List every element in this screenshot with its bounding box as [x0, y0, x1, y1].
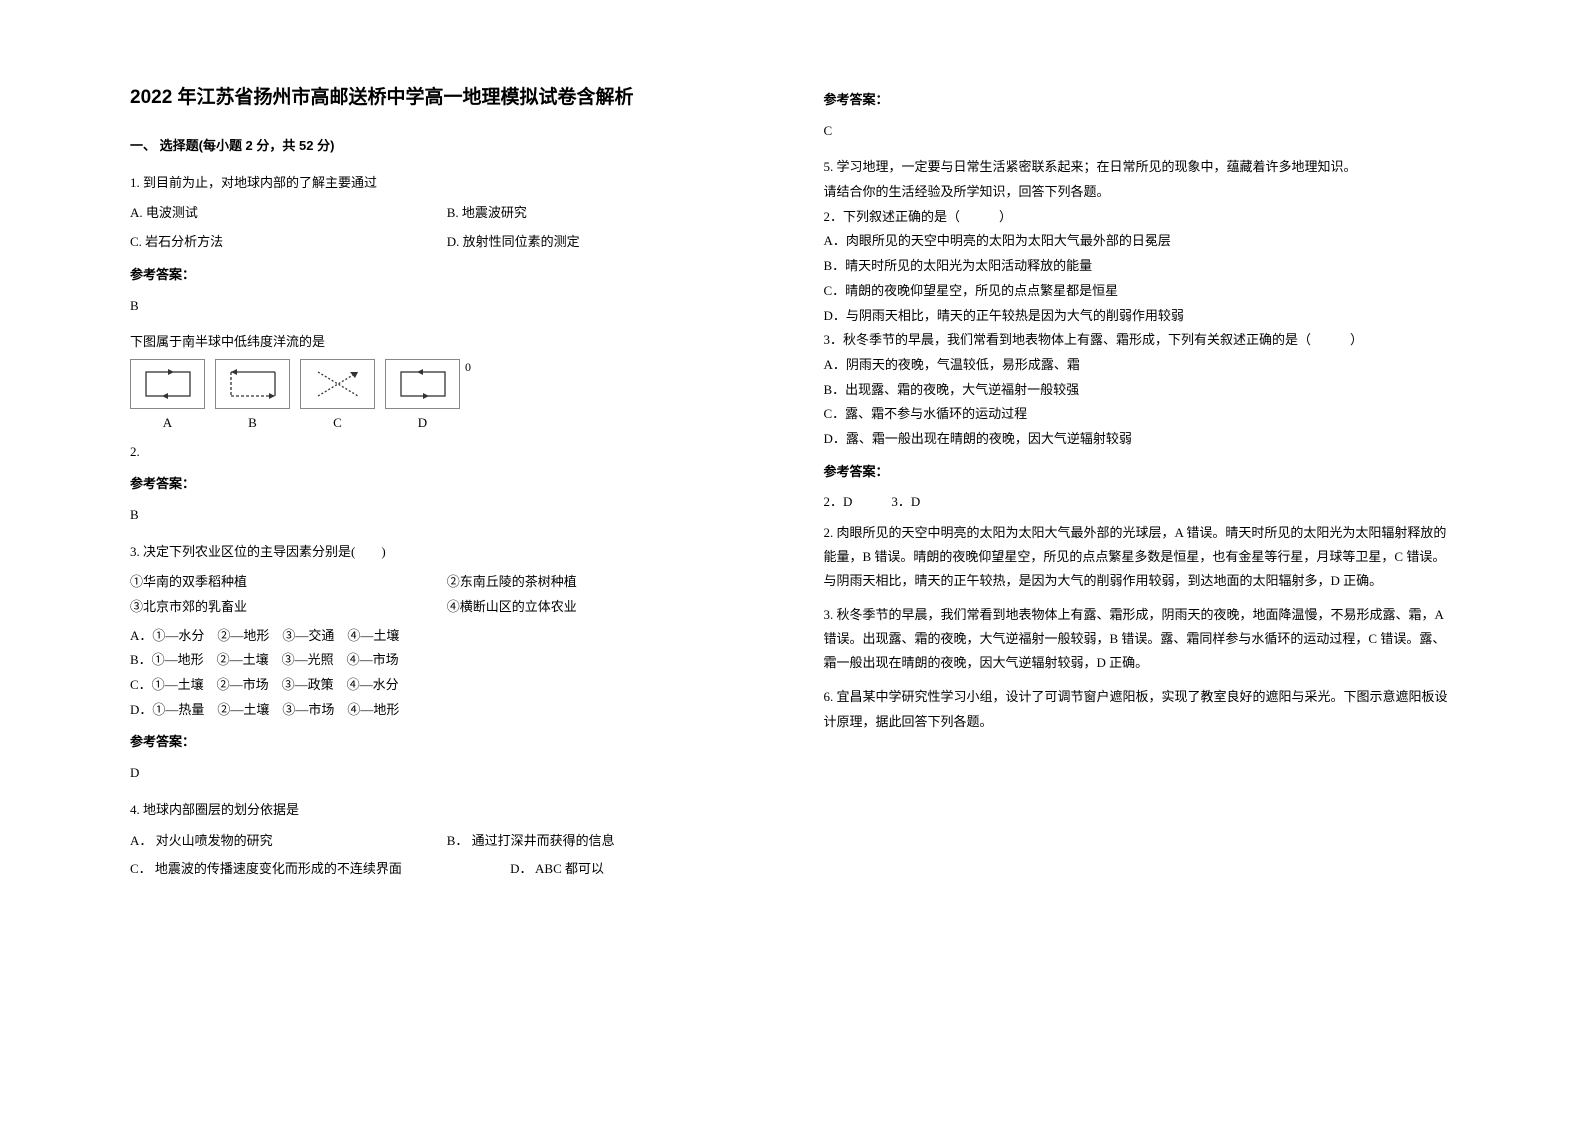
q4-answer-label: 参考答案： [824, 88, 1458, 113]
diagram-b [215, 359, 290, 409]
q5-intro1: 5. 学习地理，一定要与日常生活紧密联系起来；在日常所见的现象中，蕴藏着许多地理… [824, 155, 1458, 180]
q1-option-b: B. 地震波研究 [447, 201, 764, 226]
q1-answer: B [130, 294, 764, 319]
q3-stem: 3. 决定下列农业区位的主导因素分别是( ) [130, 540, 764, 565]
q4-option-b: B． 通过打深井而获得的信息 [447, 829, 764, 854]
q5-sub2-a: A．肉眼所见的天空中明亮的太阳为太阳大气最外部的日冕层 [824, 229, 1458, 254]
q3-sub2: ②东南丘陵的茶树种植 [447, 570, 764, 595]
question-1: 1. 到目前为止，对地球内部的了解主要通过 A. 电波测试 B. 地震波研究 C… [130, 171, 764, 318]
diagram-a-svg [138, 366, 198, 402]
diagram-d-zero: 0 [465, 356, 471, 379]
right-column: 参考答案： C 5. 学习地理，一定要与日常生活紧密联系起来；在日常所见的现象中… [794, 80, 1488, 1082]
diagram-a [130, 359, 205, 409]
q5-sub3-b: B．出现露、霜的夜晚，大气逆福射一般较强 [824, 378, 1458, 403]
diagram-label-a: A [130, 411, 205, 436]
q3-sub3: ③北京市郊的乳畜业 [130, 595, 447, 620]
q1-options-row1: A. 电波测试 B. 地震波研究 [130, 201, 764, 226]
q5-explanation-2: 2. 肉眼所见的天空中明亮的太阳为太阳大气最外部的光球层，A 错误。晴天时所见的… [824, 521, 1458, 593]
question-2: 下图属于南半球中低纬度洋流的是 [130, 330, 764, 527]
q1-option-d: D. 放射性同位素的测定 [447, 230, 764, 255]
q5-sub2-stem: 2．下列叙述正确的是（ ） [824, 205, 1458, 230]
ocean-current-diagrams: 0 [130, 359, 764, 409]
question-4: 4. 地球内部圈层的划分依据是 A． 对火山喷发物的研究 B． 通过打深井而获得… [130, 798, 764, 882]
diagram-label-d: D [385, 411, 460, 436]
diagram-c-svg [308, 366, 368, 402]
q5-sub3-a: A．阴雨天的夜晚，气温较低，易形成露、霜 [824, 353, 1458, 378]
q2-figure: 下图属于南半球中低纬度洋流的是 [130, 330, 764, 435]
q5-sub2-d: D．与阴雨天相比，晴天的正午较热是因为大气的削弱作用较弱 [824, 304, 1458, 329]
q5-answer-line: 2．D 3．D [824, 490, 1458, 515]
q5-sub3-stem: 3．秋冬季节的早晨，我们常看到地表物体上有露、霜形成，下列有关叙述正确的是（ ） [824, 328, 1458, 353]
q3-option-c: C．①—土壤 ②—市场 ③—政策 ④—水分 [130, 673, 764, 698]
q3-option-d: D．①—热量 ②—土壤 ③—市场 ④—地形 [130, 698, 764, 723]
q2-caption: 下图属于南半球中低纬度洋流的是 [130, 330, 764, 355]
section-1-header: 一、 选择题(每小题 2 分，共 52 分) [130, 134, 764, 159]
q4-option-d: D． ABC 都可以 [510, 857, 763, 882]
q1-stem: 1. 到目前为止，对地球内部的了解主要通过 [130, 171, 764, 196]
diagram-d-svg [393, 366, 453, 402]
q4-answer: C [824, 119, 1458, 144]
exam-title: 2022 年江苏省扬州市高邮送桥中学高一地理模拟试卷含解析 [130, 80, 764, 116]
q2-number: 2. [130, 440, 764, 465]
q4-option-c: C． 地震波的传播速度变化而形成的不连续界面 [130, 857, 510, 882]
q5-intro2: 请结合你的生活经验及所学知识，回答下列各题。 [824, 180, 1458, 205]
q1-options-row2: C. 岩石分析方法 D. 放射性同位素的测定 [130, 230, 764, 255]
q1-answer-label: 参考答案： [130, 263, 764, 288]
q6-stem: 6. 宜昌某中学研究性学习小组，设计了可调节窗户遮阳板，实现了教室良好的遮阳与采… [824, 685, 1458, 734]
q3-sub4: ④横断山区的立体农业 [447, 595, 764, 620]
q4-stem: 4. 地球内部圈层的划分依据是 [130, 798, 764, 823]
question-3: 3. 决定下列农业区位的主导因素分别是( ) ①华南的双季稻种植 ②东南丘陵的茶… [130, 540, 764, 786]
left-column: 2022 年江苏省扬州市高邮送桥中学高一地理模拟试卷含解析 一、 选择题(每小题… [100, 80, 794, 1082]
q5-sub3-d: D．露、霜一般出现在晴朗的夜晚，因大气逆辐射较弱 [824, 427, 1458, 452]
diagram-b-svg [223, 366, 283, 402]
q3-option-a: A．①—水分 ②—地形 ③—交通 ④—土壤 [130, 624, 764, 649]
q5-sub3-c: C．露、霜不参与水循环的运动过程 [824, 402, 1458, 427]
q5-answer-label: 参考答案： [824, 460, 1458, 485]
q3-option-b: B．①—地形 ②—土壤 ③—光照 ④—市场 [130, 648, 764, 673]
question-5: 5. 学习地理，一定要与日常生活紧密联系起来；在日常所见的现象中，蕴藏着许多地理… [824, 155, 1458, 675]
q2-answer: B [130, 503, 764, 528]
q5-sub2-c: C．晴朗的夜晚仰望星空，所见的点点繁星都是恒星 [824, 279, 1458, 304]
q4-options-row1: A． 对火山喷发物的研究 B． 通过打深井而获得的信息 [130, 829, 764, 854]
diagram-labels: A B C D [130, 411, 764, 436]
q3-subitems: ①华南的双季稻种植 ②东南丘陵的茶树种植 ③北京市郊的乳畜业 ④横断山区的立体农… [130, 570, 764, 619]
q5-explanation-3: 3. 秋冬季节的早晨，我们常看到地表物体上有露、霜形成，阴雨天的夜晚，地面降温慢… [824, 603, 1458, 675]
q4-options-row2: C． 地震波的传播速度变化而形成的不连续界面 D． ABC 都可以 [130, 857, 764, 882]
q3-sub1: ①华南的双季稻种植 [130, 570, 447, 595]
diagram-label-b: B [215, 411, 290, 436]
question-6: 6. 宜昌某中学研究性学习小组，设计了可调节窗户遮阳板，实现了教室良好的遮阳与采… [824, 685, 1458, 734]
diagram-d: 0 [385, 359, 460, 409]
q4-option-a: A． 对火山喷发物的研究 [130, 829, 447, 854]
q3-answer: D [130, 761, 764, 786]
q3-answer-label: 参考答案： [130, 730, 764, 755]
q5-sub2-b: B．晴天时所见的太阳光为太阳活动释放的能量 [824, 254, 1458, 279]
q2-answer-label: 参考答案： [130, 472, 764, 497]
q1-option-a: A. 电波测试 [130, 201, 447, 226]
diagram-label-c: C [300, 411, 375, 436]
diagram-c [300, 359, 375, 409]
q1-option-c: C. 岩石分析方法 [130, 230, 447, 255]
